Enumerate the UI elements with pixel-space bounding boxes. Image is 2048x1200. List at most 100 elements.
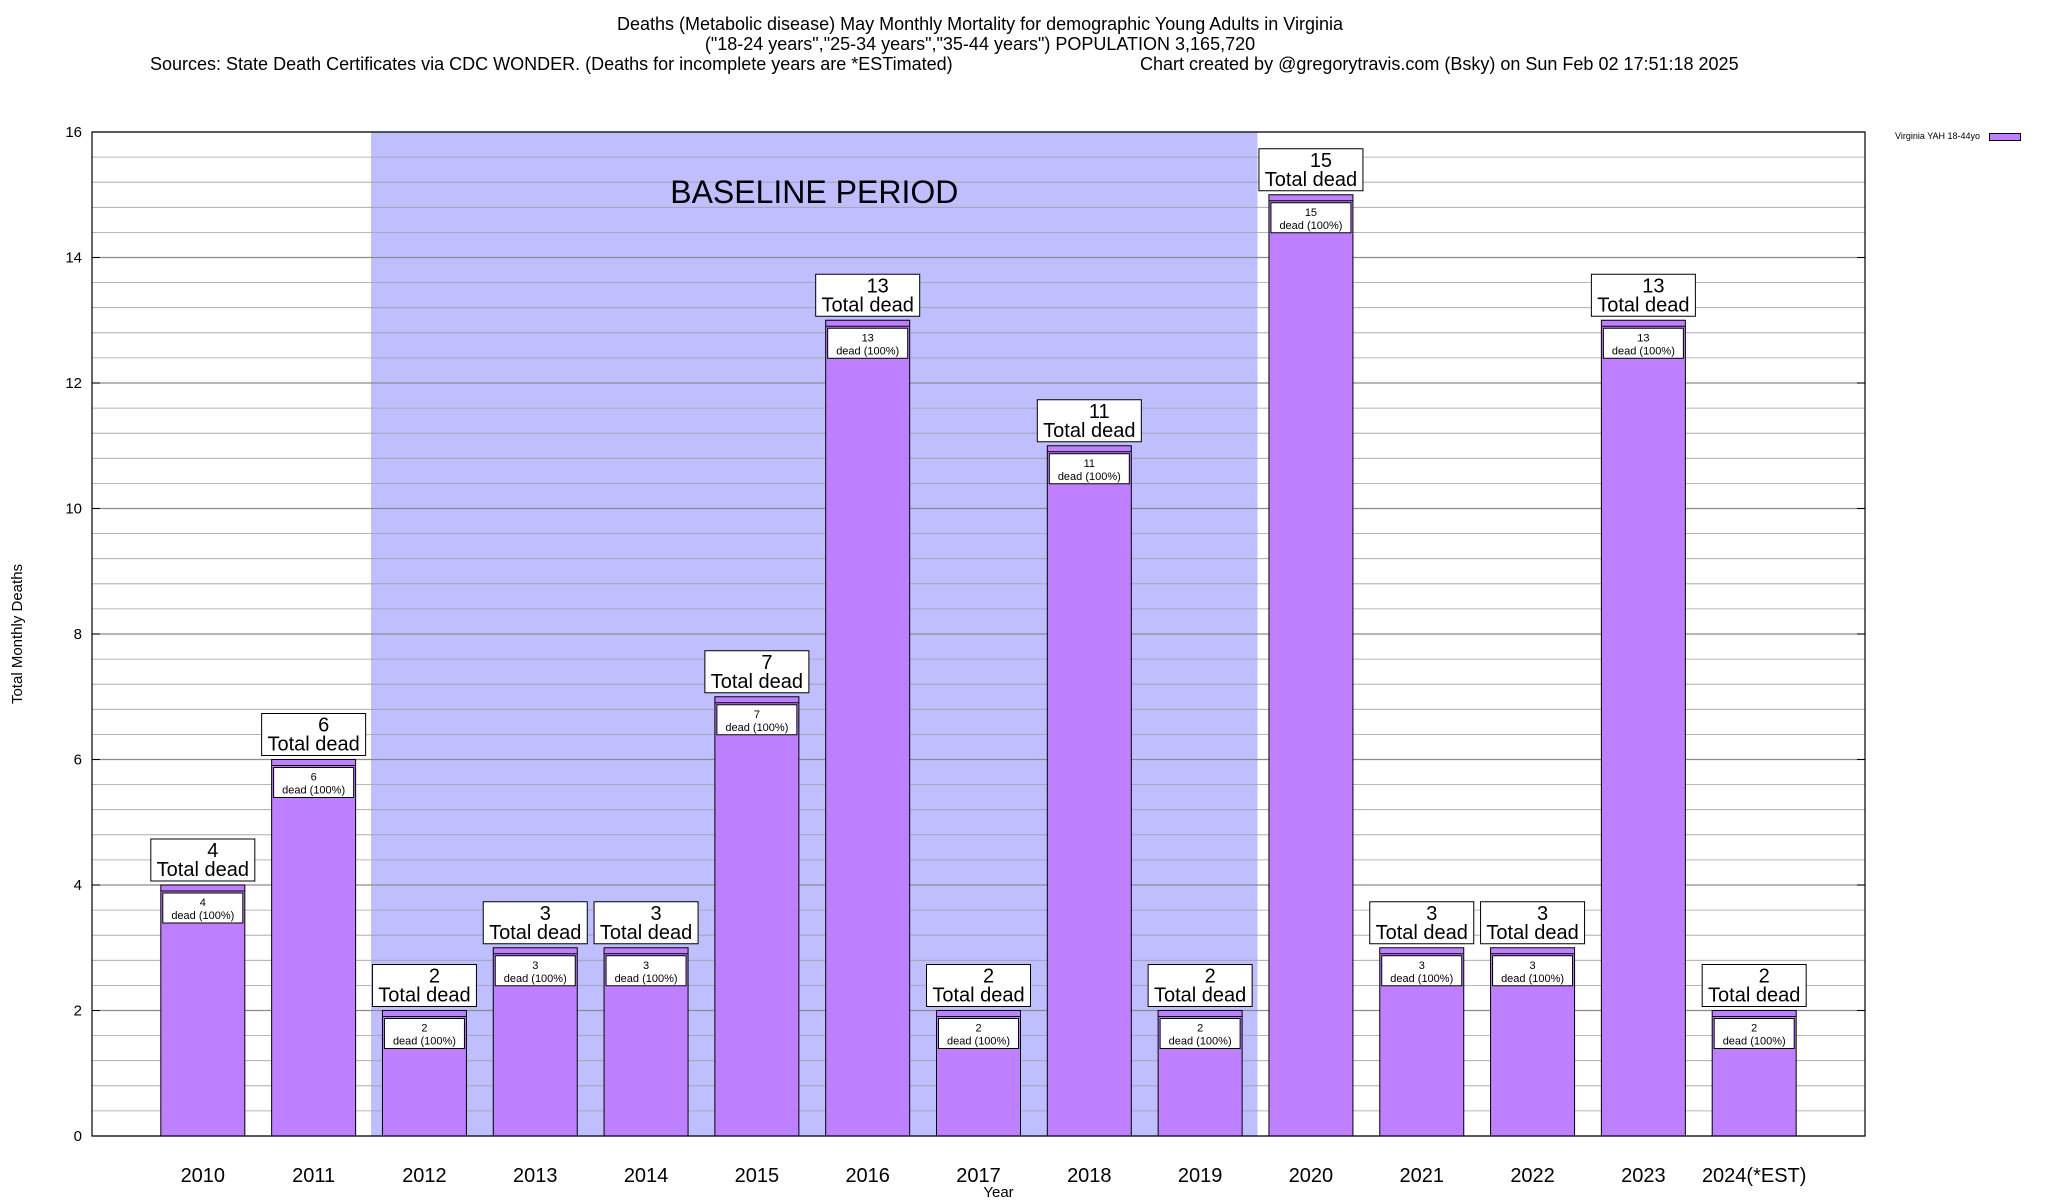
bar-total-label-box [1147,964,1253,1007]
x-tick-label: 2018 [1067,1165,1112,1187]
bar-total-value: 3 [1537,903,1548,925]
bar-inner-label: dead (100%) [1390,973,1453,985]
x-tick-label: 2015 [735,1165,780,1187]
bar-inner-label-box [827,327,909,359]
bar-total-label-box [815,273,921,317]
y-tick-label: 16 [65,124,82,141]
bar-inner-label: dead (100%) [1501,973,1564,985]
bar [271,759,357,1137]
bar-total-label-box [1258,148,1364,192]
bar-total-label-box [1480,901,1586,945]
y-tick-label: 4 [74,877,82,894]
bar-inner-value: 11 [1084,458,1095,470]
y-axis-label: Total Monthly Deaths [9,564,26,704]
bar-inner-label: dead (100%) [836,345,899,357]
bar-total-label: Total dead [932,985,1024,1007]
y-tick-label: 8 [74,626,82,643]
bar-total-label-box [1701,964,1807,1007]
bar-total-label-box [1590,273,1696,317]
bar-inner-label-box [1492,955,1574,987]
bar-total-value: 6 [318,715,329,737]
bar-inner-label-box [162,892,244,924]
bar-inner-label: dead (100%) [171,910,234,922]
bar-inner-label-box [273,767,355,798]
bar-inner-label-box [938,1018,1019,1049]
bar-inner-value: 3 [1419,960,1425,972]
chart-credit: Chart created by @gregorytravis.com (Bsk… [1140,54,1739,74]
bar-total-label: Total dead [1708,985,1800,1007]
bar-inner-value: 2 [1197,1023,1203,1035]
bar-inner-label: dead (100%) [725,722,788,734]
bar-total-label-box [482,901,588,945]
bar-inner-label: dead (100%) [393,1036,456,1048]
bar-total-label: Total dead [600,922,692,944]
bar-total-label: Total dead [1376,922,1468,944]
chart-subtitle: ("18-24 years","25-34 years","35-44 year… [704,34,1256,54]
bar-total-value: 2 [1205,966,1216,988]
bar-inner-value: 3 [532,960,538,972]
x-tick-label: 2016 [845,1165,890,1187]
legend: Virginia YAH 18-44yo [1895,131,2021,141]
bar-inner-label-box [1713,1018,1795,1049]
bar [160,884,246,1137]
bar-total-label: Total dead [1597,294,1689,316]
bar-inner-label: dead (100%) [947,1036,1010,1048]
bar-total-label-box [150,838,256,882]
bar-total-value: 13 [867,275,889,297]
bar [1600,319,1686,1137]
bar-total-value: 15 [1310,150,1332,172]
bar-inner-label: dead (100%) [1612,345,1675,357]
y-tick-label: 10 [65,501,82,518]
bar-total-value: 2 [429,966,440,988]
bar-total-label-box [1369,901,1475,945]
bar-total-label-box [926,964,1031,1007]
bar-total-label: Total dead [711,671,803,693]
bar-inner-label-box [1048,453,1130,485]
bar-inner-label: dead (100%) [282,785,345,797]
bar-inner-label: dead (100%) [1723,1036,1786,1048]
y-tick-label: 0 [74,1128,82,1145]
bar-total-value: 2 [1759,966,1770,988]
bar-inner-value: 2 [421,1023,427,1035]
bar-inner-label-box [716,704,798,736]
bar-inner-label: dead (100%) [1169,1036,1232,1048]
bar-inner-label-box [1602,327,1684,359]
x-tick-label: 2013 [513,1165,558,1187]
bar-inner-label: dead (100%) [1279,220,1342,232]
bar-total-label: Total dead [822,294,914,316]
x-tick-label: 2019 [1178,1165,1223,1187]
bar-inner-value: 3 [643,960,649,972]
bar-total-value: 7 [761,652,772,674]
bar-total-label: Total dead [157,859,249,881]
bar-inner-value: 13 [1637,332,1649,344]
bar-total-label: Total dead [1154,985,1246,1007]
bar [825,319,911,1137]
bar [1046,445,1132,1137]
bar-total-value: 3 [651,903,662,925]
bar-inner-label: dead (100%) [504,973,567,985]
legend-label: Virginia YAH 18-44yo [1895,131,1981,141]
bar-inner-value: 13 [862,332,874,344]
y-tick-label: 14 [65,250,82,267]
x-tick-label: 2023 [1621,1165,1666,1187]
bar-inner-label-box [1270,202,1352,234]
bar-total-value: 2 [983,966,994,988]
x-tick-label: 2020 [1289,1165,1334,1187]
bar-total-label: Total dead [1265,169,1357,191]
bar-total-label-box [1036,399,1142,443]
y-tick-label: 6 [74,752,82,769]
x-tick-label: 2017 [956,1165,1001,1187]
bar-inner-value: 15 [1305,207,1317,219]
bar-inner-label-box [383,1018,465,1049]
x-tick-label: 2014 [624,1165,669,1187]
y-tick-label: 2 [74,1003,82,1020]
bar-total-label: Total dead [267,734,359,756]
bar [1268,194,1354,1137]
bar-total-value: 3 [1426,903,1437,925]
bar-inner-label-box [1159,1018,1241,1049]
bar-total-label-box [261,713,367,756]
bar-inner-label-box [605,955,687,987]
bar-total-label: Total dead [489,922,581,944]
bar-total-value: 11 [1089,401,1110,423]
